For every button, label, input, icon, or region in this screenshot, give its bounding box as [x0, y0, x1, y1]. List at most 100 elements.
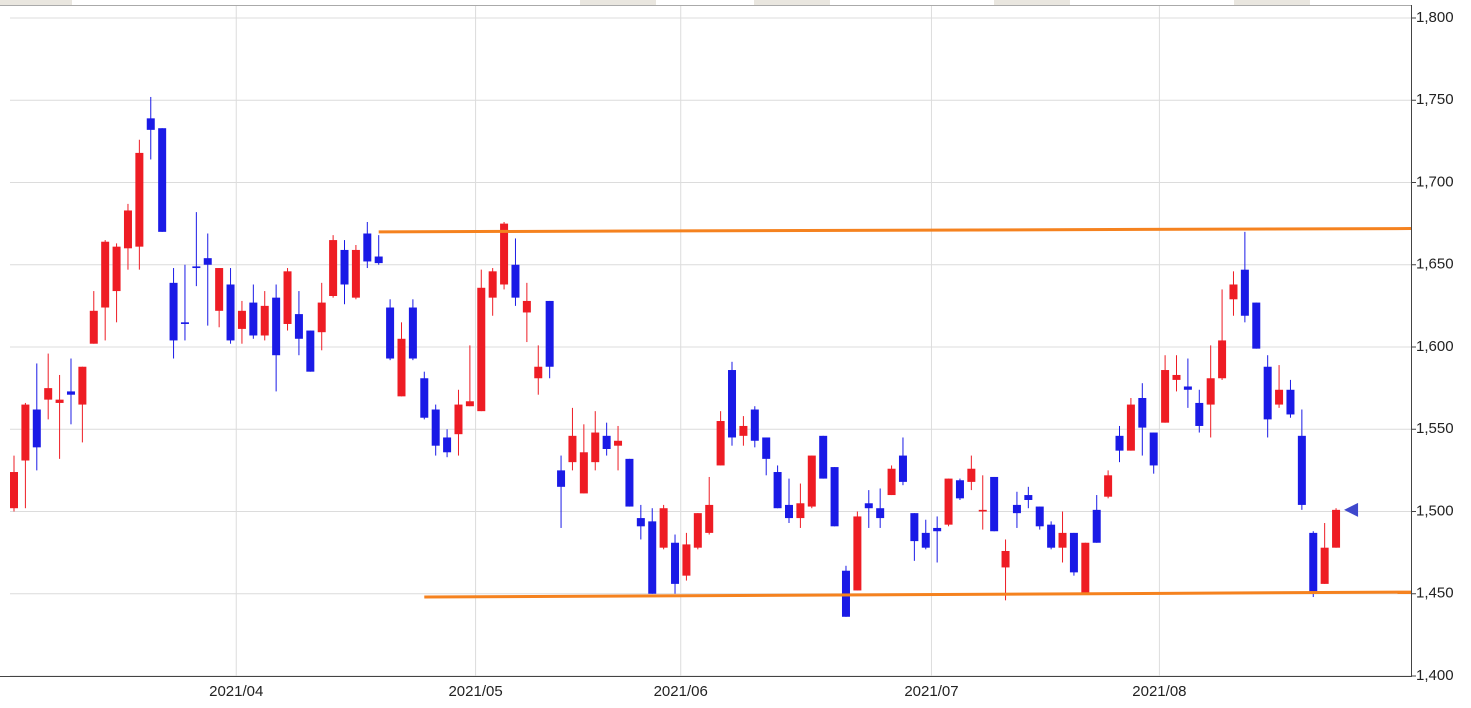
candle-body [591, 432, 600, 463]
candle-body [1012, 504, 1021, 514]
candle-body [340, 249, 349, 285]
candle-body [784, 504, 793, 519]
candle-body [500, 223, 509, 285]
candle-body [898, 455, 907, 482]
candle-body [89, 310, 98, 344]
candle-body [671, 542, 680, 584]
candle-body [408, 307, 417, 359]
candle-body [306, 330, 315, 372]
candle-body [728, 370, 737, 438]
candle-body [864, 503, 873, 509]
candle-body [614, 440, 623, 446]
candle-body [386, 307, 395, 359]
candle-body [55, 399, 64, 403]
candle-body [1229, 284, 1238, 300]
candle-body [351, 249, 360, 298]
candle-body [32, 409, 41, 448]
last-price-marker [1344, 502, 1359, 517]
candle-body [1047, 524, 1056, 548]
candle-body [1104, 475, 1113, 497]
candle-body [557, 470, 566, 487]
candle-body [579, 452, 588, 494]
tab [580, 0, 656, 5]
candle-body [762, 437, 771, 459]
x-tick-label: 2021/06 [654, 683, 708, 700]
y-tick-label: 1,600 [1416, 338, 1454, 355]
candle-body [158, 128, 167, 232]
candle-body [1035, 506, 1044, 527]
candle-body [272, 297, 281, 356]
candle-body [568, 435, 577, 463]
candle-body [921, 532, 930, 548]
candle-body [739, 425, 748, 436]
candle-body [1172, 374, 1181, 380]
candle-body [933, 527, 942, 532]
candle-body [1320, 547, 1329, 584]
candle-body [796, 503, 805, 519]
tab [0, 0, 72, 5]
candle-body [910, 513, 919, 542]
candle-body [215, 268, 224, 311]
candle-body [716, 421, 725, 466]
candle-body [44, 388, 53, 400]
candle-body [203, 258, 212, 265]
candle-body [101, 241, 110, 308]
candle-body [705, 504, 714, 533]
candle-body [944, 478, 953, 525]
trend-line [424, 590, 1412, 599]
candle-body [1252, 302, 1261, 349]
candle-body [659, 508, 668, 548]
candle-body [955, 480, 964, 499]
candle-body [636, 518, 645, 527]
candle-body [1206, 378, 1215, 405]
candle-body [1161, 370, 1170, 423]
candle-body [294, 314, 303, 339]
candle-body [226, 284, 235, 341]
candle-body [420, 378, 429, 418]
candle-body [488, 271, 497, 298]
candle-body [78, 366, 87, 405]
candle-body [283, 271, 292, 324]
candle-body [545, 300, 554, 367]
candle-body [1115, 435, 1124, 451]
candle-body [876, 508, 885, 519]
candle-body [511, 264, 520, 298]
y-tick-label: 1,550 [1416, 420, 1454, 437]
candle-body [1195, 402, 1204, 426]
candle-body [443, 437, 452, 453]
candle-body [363, 233, 372, 262]
candle-body [682, 544, 691, 576]
candle-body [967, 468, 976, 482]
y-tick-label: 1,700 [1416, 173, 1454, 190]
candle-body [1286, 389, 1295, 415]
candle-body [1081, 542, 1090, 594]
candle-body [1332, 509, 1341, 548]
candle-body [317, 302, 326, 333]
candle-body [112, 246, 121, 292]
candle-body [978, 509, 987, 512]
candle-body [21, 404, 30, 461]
candle-body [1001, 550, 1010, 568]
candle-body [625, 458, 634, 507]
plot [10, 96, 1412, 617]
tab [1234, 0, 1310, 5]
candle-body [1309, 532, 1318, 594]
x-tick-label: 2021/04 [209, 683, 263, 700]
candle-body [887, 468, 896, 496]
candle-body [1183, 386, 1192, 390]
candle-body [1138, 397, 1147, 428]
candle-body [1275, 389, 1284, 405]
candle-body [1126, 404, 1135, 451]
top-tabs [0, 0, 1411, 6]
candle-body [477, 287, 486, 412]
x-tick-label: 2021/05 [448, 683, 502, 700]
candle-body [135, 152, 144, 247]
candle-body [1024, 495, 1033, 500]
candle-body [192, 266, 201, 269]
candle-body [237, 310, 246, 329]
y-tick-label: 1,450 [1416, 585, 1454, 602]
candle-body [169, 282, 178, 341]
candle-body [123, 210, 132, 249]
